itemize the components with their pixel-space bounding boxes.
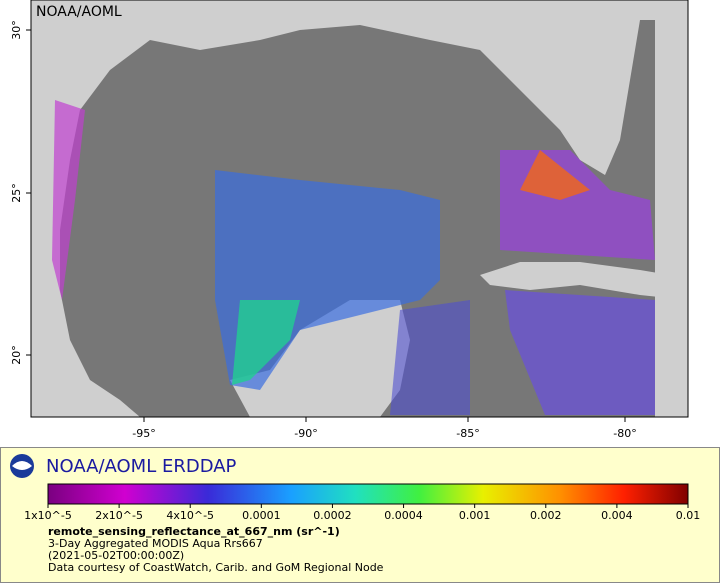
map-frame	[30, 0, 689, 418]
land-east	[655, 0, 688, 417]
logo-mark	[12, 461, 32, 470]
data-swath	[520, 150, 590, 200]
colorbar-tick-label: 0.0002	[313, 509, 352, 522]
x-tick-label: -85°	[456, 427, 479, 440]
y-tick-label: 25°	[10, 183, 23, 203]
y-tick-label: 30°	[10, 20, 23, 40]
land-north	[31, 0, 688, 417]
legend-line: Data courtesy of CoastWatch, Carib. and …	[48, 561, 384, 574]
legend-line: 3-Day Aggregated MODIS Aqua Rrs667	[48, 537, 263, 550]
legend-line: (2021-05-02T00:00:00Z)	[48, 549, 184, 562]
axes: -95° -90° -85° -80° 20° 25° 30°	[10, 20, 637, 440]
colorbar-tick-label: 2x10^-5	[95, 509, 143, 522]
map: NOAA/AOML	[30, 0, 689, 418]
colorbar-tick-label: 0.0004	[384, 509, 423, 522]
colorbar	[47, 483, 689, 505]
data-swath	[232, 300, 300, 385]
variable-name: remote_sensing_reflectance_at_667_nm (sr…	[48, 525, 340, 538]
colorbar-tick-label: 4x10^-5	[166, 509, 214, 522]
land-cuba	[480, 262, 688, 300]
x-tick-label: -90°	[294, 427, 317, 440]
legend: NOAA/AOML ERDDAP remote_sensing_reflecta…	[0, 447, 720, 583]
colorbar-tick-label: 0.01	[676, 509, 701, 522]
watermark: NOAA/AOML	[36, 4, 122, 20]
x-tick-label: -95°	[132, 427, 155, 440]
land-yucatan	[230, 300, 410, 417]
colorbar-tick-label: 0.004	[601, 509, 633, 522]
data-swath	[390, 300, 470, 415]
colorbar-tick-label: 0.002	[530, 509, 562, 522]
data-swath	[52, 100, 85, 300]
x-tick-label: -80°	[613, 427, 636, 440]
y-tick-label: 20°	[10, 345, 23, 365]
colorbar-tick-label: 1x10^-5	[24, 509, 72, 522]
legend-title: NOAA/AOML ERDDAP	[46, 456, 237, 477]
colorbar-tick-label: 0.001	[459, 509, 491, 522]
data-swath	[505, 290, 655, 415]
colorbar-tick-label: 0.0001	[242, 509, 281, 522]
